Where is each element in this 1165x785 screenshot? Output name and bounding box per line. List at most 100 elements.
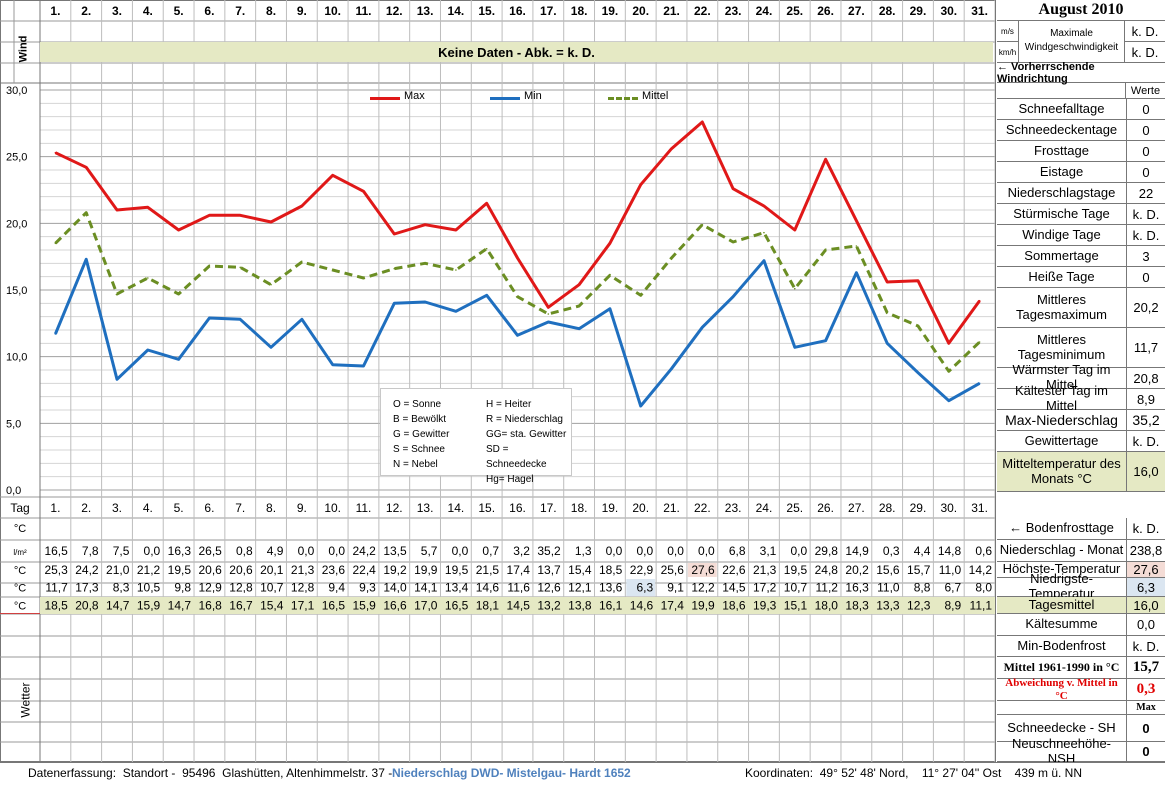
stat-value: 20,2 xyxy=(1133,300,1159,315)
series-point-mittel xyxy=(331,269,334,271)
lower-stat-min-temp: Niedrigste-Temperatur 6,3 xyxy=(997,571,1165,601)
header-day-label: 15. xyxy=(478,4,495,18)
series-point-min xyxy=(362,365,365,367)
precip-cell: 7,8 xyxy=(82,544,99,558)
mean-temp-cell: 18,6 xyxy=(722,599,746,613)
lower-stat-label: Mittel 1961-1990 in °C xyxy=(997,657,1127,678)
precip-cell: 0,0 xyxy=(328,544,345,558)
mean-temp-cell: 16,6 xyxy=(383,599,407,613)
lower-stat-value: Max xyxy=(1136,702,1156,713)
grid-lines xyxy=(0,0,996,762)
lower-stat-neuschnee: Neuschneehöhe- NSH 0 xyxy=(997,736,1165,765)
header-day-label: 24. xyxy=(756,4,773,18)
stat-row: Niederschlagstage 22 xyxy=(997,183,1165,204)
precip-cell: 0,0 xyxy=(790,544,807,558)
table-cells: °C l/m² 16,5 7,8 7,5 0,0 16,3 26,5 0,8 4,9 0,0 0,0 2… xyxy=(13,523,995,614)
lower-stat-max-temp: Höchste-Temperatur 27,6 xyxy=(997,561,1165,578)
stat-value: k. D. xyxy=(1132,433,1160,449)
min-temp-cell: 9,3 xyxy=(359,581,376,595)
stat-row: Windige Tage k. D. xyxy=(997,225,1165,246)
series-point-min xyxy=(917,371,919,374)
precip-cell: 16,5 xyxy=(44,544,68,558)
series-point-max xyxy=(331,174,334,177)
stat-value: 35,2 xyxy=(1132,412,1160,428)
series-point-mittel xyxy=(270,283,272,286)
stat-value: 8,9 xyxy=(1136,391,1156,407)
series-point-min xyxy=(978,382,981,385)
max-temp-cell: 23,6 xyxy=(322,563,346,577)
max-temp-cell: 20,6 xyxy=(198,563,222,577)
stat-value: 22 xyxy=(1138,185,1154,201)
precip-cell: 0,0 xyxy=(698,544,715,558)
tag-day-label: 9. xyxy=(297,501,307,515)
header-day-label: 3. xyxy=(112,4,122,18)
max-temp-cell: 18,5 xyxy=(599,563,623,577)
max-temp-cell: 19,2 xyxy=(383,563,407,577)
stat-value: 3 xyxy=(1142,248,1150,264)
series-point-min xyxy=(886,342,888,345)
series-point-min xyxy=(239,318,242,321)
stat-row: Mittleres Tagesminimum 11,7 xyxy=(997,328,1165,368)
series-point-min xyxy=(116,378,118,381)
stat-row: Schneedeckentage 0 xyxy=(997,120,1165,141)
max-temp-cell: 19,9 xyxy=(414,563,438,577)
lower-stat-label: Tagesmittel xyxy=(997,597,1127,613)
min-temp-cell: 12,9 xyxy=(198,581,222,595)
series-point-mittel xyxy=(732,241,734,243)
mean-temp-cell: 8,9 xyxy=(945,599,962,613)
series-point-mittel xyxy=(485,247,488,250)
min-temp-cell: 8,8 xyxy=(914,581,931,595)
min-temp-cell: 14,5 xyxy=(722,581,746,595)
series-point-min xyxy=(54,333,57,335)
header-day-label: 6. xyxy=(204,4,214,18)
tag-day-label: 8. xyxy=(266,501,276,515)
series-point-max xyxy=(208,214,211,217)
max-temp-cell: 17,4 xyxy=(507,563,531,577)
legend-code: N = Nebel xyxy=(393,459,438,470)
series-point-max xyxy=(362,190,365,193)
lower-stat-label: Min-Bodenfrost xyxy=(997,636,1127,656)
min-temp-cell: 8,3 xyxy=(113,581,130,595)
series-point-mittel xyxy=(793,287,796,290)
header-day-label: 28. xyxy=(879,4,896,18)
min-temp-cell: 17,2 xyxy=(753,581,777,595)
stat-label: Kältester Tag im Mittel xyxy=(997,383,1127,413)
header-day-label: 10. xyxy=(324,4,341,18)
mean-temp-cell: 15,9 xyxy=(137,599,161,613)
header-day-label: 29. xyxy=(910,4,927,18)
precip-cell: 35,2 xyxy=(537,544,561,558)
min-temp-cell: 13,6 xyxy=(599,581,623,595)
header-day-label: 11. xyxy=(355,4,371,18)
max-temp-cell: 21,3 xyxy=(753,563,777,577)
series-point-min xyxy=(455,310,457,313)
series-point-max xyxy=(54,151,57,154)
max-temp-cell: 21,3 xyxy=(291,563,315,577)
max-temp-cell: 24,8 xyxy=(815,563,839,577)
footer-coordinates: Koordinaten: 49° 52' 48' Nord, 11° 27' 0… xyxy=(745,766,1083,780)
lower-stat-label: ← Bodenfrosttage xyxy=(997,518,1127,539)
y-tick-label: 30,0 xyxy=(6,85,27,97)
header-day-label: 17. xyxy=(540,4,557,18)
series-point-mittel xyxy=(116,293,118,295)
unit-label: °C xyxy=(14,583,26,595)
min-temp-cell: 10,7 xyxy=(260,581,284,595)
min-temp-cell: 9,4 xyxy=(328,581,345,595)
mean-temp-cell: 16,7 xyxy=(229,599,253,613)
tag-day-label: 6. xyxy=(204,501,214,515)
lower-stat-value: k. D. xyxy=(1132,521,1160,536)
legend-code: G = Gewitter xyxy=(393,429,450,440)
mean-row-bg xyxy=(40,597,995,614)
stat-label: Schneedeckentage xyxy=(997,120,1127,140)
max-temp-cell: 21,2 xyxy=(137,563,161,577)
series-point-min xyxy=(147,349,149,351)
stat-value: 11,7 xyxy=(1133,340,1159,355)
series-point-max xyxy=(270,221,272,223)
series-point-mittel xyxy=(177,293,180,295)
tag-day-label: 4. xyxy=(143,501,153,515)
tag-day-label: 24. xyxy=(756,501,773,515)
header-day-label: 4. xyxy=(143,4,153,18)
precip-cell: 4,4 xyxy=(914,544,931,558)
series-point-max xyxy=(978,299,981,302)
right-panel xyxy=(995,0,1165,762)
mean-temp-cell: 15,1 xyxy=(784,599,808,613)
